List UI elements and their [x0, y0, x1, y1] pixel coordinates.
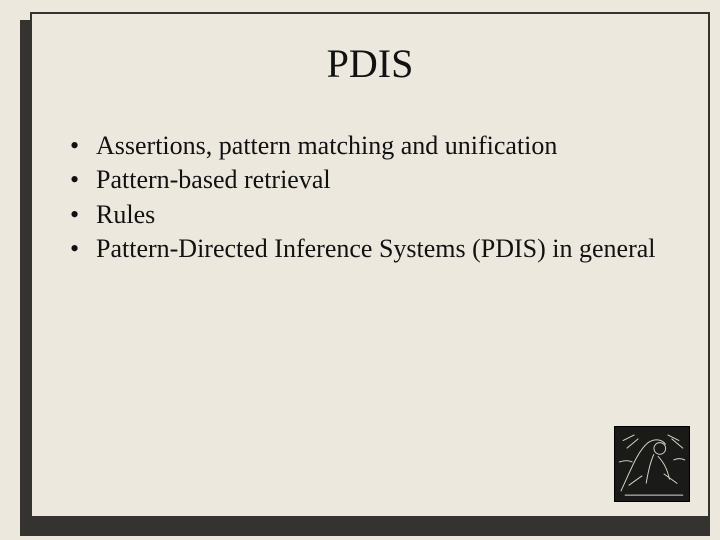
list-item: • Pattern-Directed Inference Systems (PD… [68, 232, 690, 266]
list-item: • Pattern-based retrieval [68, 163, 690, 197]
list-item: • Assertions, pattern matching and unifi… [68, 129, 690, 163]
list-item: • Rules [68, 198, 690, 232]
bullet-text: Pattern-Directed Inference Systems (PDIS… [96, 232, 656, 266]
bullet-text: Rules [96, 198, 155, 232]
slide-title: PDIS [32, 40, 708, 87]
woodcut-icon [615, 427, 689, 501]
bullet-text: Assertions, pattern matching and unifica… [96, 129, 557, 163]
bullet-icon: • [68, 232, 96, 266]
bullet-text: Pattern-based retrieval [96, 163, 331, 197]
bullet-icon: • [68, 198, 96, 232]
bullet-icon: • [68, 129, 96, 163]
slide-panel: PDIS • Assertions, pattern matching and … [30, 12, 710, 518]
slide-stage: PDIS • Assertions, pattern matching and … [0, 0, 720, 540]
bullet-list: • Assertions, pattern matching and unifi… [32, 129, 708, 266]
bullet-icon: • [68, 163, 96, 197]
decorative-image [614, 426, 690, 502]
